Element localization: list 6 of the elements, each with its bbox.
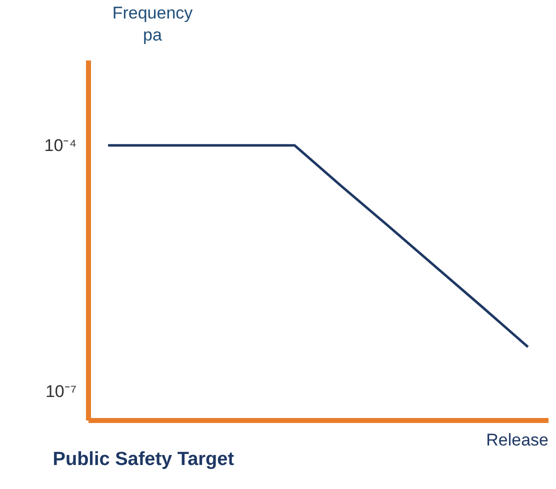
y-tick-label: 10⁻⁴ xyxy=(44,136,76,155)
y-tick-label: 10⁻⁷ xyxy=(45,382,76,402)
x-axis-title: Release xyxy=(486,430,548,450)
line-series xyxy=(106,144,530,348)
text: Public Safety Target xyxy=(52,449,235,470)
y-axis-title: Frequency pa xyxy=(112,4,194,44)
